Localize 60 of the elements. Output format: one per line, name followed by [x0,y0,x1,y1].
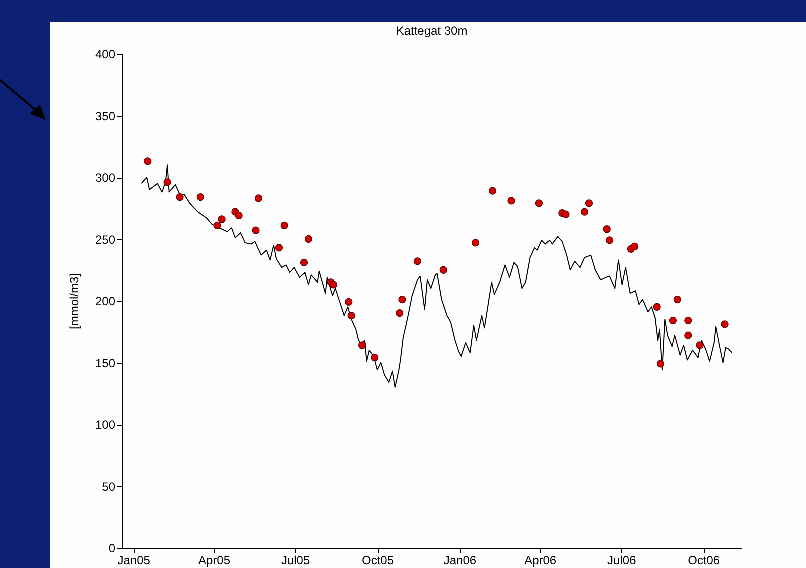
y-tick-label: 100 [95,418,116,432]
point [358,342,366,350]
y-tick-label: 0 [108,542,116,556]
point [630,242,639,250]
point [348,312,356,320]
point [684,332,692,340]
point [603,226,611,234]
point [696,342,704,350]
point [176,193,184,202]
y-tick-label: 150 [95,356,116,370]
point [235,212,243,220]
x-tick-label: Oct06 [688,554,720,568]
point [254,194,262,202]
point [721,320,729,328]
point [414,258,422,266]
point [214,222,222,230]
point [472,239,480,247]
y-axis-title: [mmol/m3] [67,273,82,330]
point [330,281,338,289]
x-tick-label: Oct05 [362,554,394,568]
y-tick-label: 200 [95,294,116,308]
point [535,200,544,208]
point [669,316,678,325]
point [252,226,260,234]
point [562,210,570,218]
x-tick-label: Jul05 [281,554,310,568]
point [218,216,226,224]
y-tick-label: 50 [102,480,116,494]
point [653,303,661,311]
point [656,360,665,368]
y-tick-label: 400 [95,48,116,62]
point [300,258,308,267]
point [585,200,594,208]
chart-title: Kattegat 30m [396,24,468,38]
point [196,193,204,202]
point [580,208,589,216]
point [396,310,404,318]
point [440,266,448,274]
point [488,187,497,195]
x-tick-label: Apr05 [198,554,231,568]
y-tick-label: 350 [95,109,116,124]
point [345,298,353,306]
point [371,354,379,362]
point [508,197,516,205]
point [398,296,406,304]
point [684,316,692,325]
x-tick-label: Jan06 [444,554,477,568]
point [304,235,313,244]
x-tick-label: Jul06 [608,554,637,568]
point [275,244,284,252]
point [606,236,614,244]
y-tick-label: 300 [95,171,116,185]
y-tick-label: 250 [95,232,116,247]
point [164,178,172,186]
point [280,222,288,230]
line-series [141,164,733,388]
x-tick-label: Jan05 [118,554,151,568]
x-tick-label: Apr06 [524,554,557,568]
point [674,296,682,304]
point [144,158,152,166]
